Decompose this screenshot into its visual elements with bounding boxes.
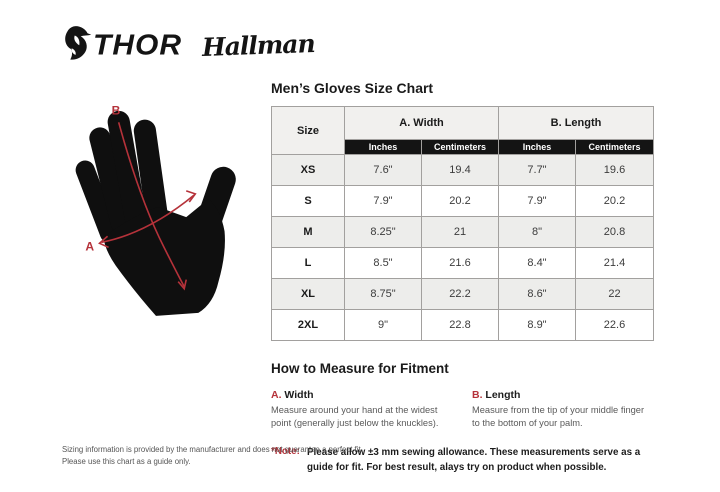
table-row: M 8.25" 21 8" 20.8 bbox=[271, 216, 654, 248]
size-cell: 2XL bbox=[271, 309, 345, 341]
value-cell: 22.6 bbox=[575, 309, 654, 341]
note: *Note: Please allow ±3 mm sewing allowan… bbox=[271, 446, 663, 475]
size-chart-section: Men’s Gloves Size Chart Size A. Width B.… bbox=[271, 80, 663, 475]
size-chart-table: Size A. Width B. Length Inches Centimete… bbox=[271, 106, 654, 341]
value-cell: 8.4" bbox=[498, 247, 576, 279]
measurement-lines bbox=[98, 122, 197, 291]
width-measure-line-a bbox=[101, 194, 195, 244]
size-cell: M bbox=[271, 216, 345, 248]
value-cell: 8.9" bbox=[498, 309, 576, 341]
glove-silhouette-image: B A bbox=[75, 103, 236, 316]
value-cell: 22 bbox=[575, 278, 654, 310]
subcol-length-inches: Inches bbox=[498, 139, 576, 155]
disclaimer-line2: Please use this chart as a guide only. bbox=[62, 457, 191, 467]
value-cell: 22.2 bbox=[421, 278, 499, 310]
table-row: L 8.5" 21.6 8.4" 21.4 bbox=[271, 247, 654, 279]
glove-measurement-diagram: B A bbox=[56, 84, 260, 326]
size-cell: XS bbox=[271, 154, 345, 186]
col-group-width: A. Width bbox=[344, 106, 499, 140]
subcol-width-inches: Inches bbox=[344, 139, 422, 155]
fitment-title: How to Measure for Fitment bbox=[271, 361, 449, 376]
page-title: Men’s Gloves Size Chart bbox=[271, 80, 434, 96]
thor-logo: THOR bbox=[62, 22, 182, 69]
value-cell: 19.4 bbox=[421, 154, 499, 186]
disclaimer: Sizing information is provided by the ma… bbox=[62, 444, 363, 468]
table-row: 2XL 9" 22.8 8.9" 22.6 bbox=[271, 309, 654, 341]
thor-helmet-icon bbox=[62, 22, 92, 69]
size-cell: S bbox=[271, 185, 345, 217]
value-cell: 8.75" bbox=[344, 278, 422, 310]
value-cell: 21.6 bbox=[421, 247, 499, 279]
col-group-length: B. Length bbox=[498, 106, 654, 140]
disclaimer-line1: Sizing information is provided by the ma… bbox=[62, 445, 363, 454]
value-cell: 20.2 bbox=[575, 185, 654, 217]
fitment-columns: A. Width Measure around your hand at the… bbox=[271, 389, 663, 431]
fitment-length-block: B. Length Measure from the tip of your m… bbox=[472, 389, 662, 431]
fitment-length-label: B. Length bbox=[472, 389, 662, 401]
arrowhead-a-left bbox=[98, 235, 109, 249]
fitment-width-letter: A. bbox=[271, 389, 282, 401]
value-cell: 7.6" bbox=[344, 154, 422, 186]
col-header-size: Size bbox=[271, 106, 345, 155]
length-measure-line-b bbox=[117, 122, 185, 288]
subcol-width-cm: Centimeters bbox=[421, 139, 499, 155]
arrowhead-a-right bbox=[185, 190, 197, 203]
label-b: B bbox=[112, 103, 121, 117]
table-row: XL 8.75" 22.2 8.6" 22 bbox=[271, 278, 654, 310]
value-cell: 8.5" bbox=[344, 247, 422, 279]
note-text: Please allow ±3 mm sewing allowance. The… bbox=[307, 446, 641, 473]
table-row: S 7.9" 20.2 7.9" 20.2 bbox=[271, 185, 654, 217]
fitment-length-letter: B. bbox=[472, 389, 483, 401]
thor-wordmark: THOR bbox=[93, 29, 182, 61]
label-a: A bbox=[85, 239, 94, 253]
note-label: *Note: bbox=[271, 445, 300, 457]
value-cell: 20.2 bbox=[421, 185, 499, 217]
value-cell: 21 bbox=[421, 216, 499, 248]
fitment-width-block: A. Width Measure around your hand at the… bbox=[271, 389, 472, 431]
value-cell: 8.6" bbox=[498, 278, 576, 310]
size-cell: XL bbox=[271, 278, 345, 310]
fitment-length-word: Length bbox=[485, 389, 521, 401]
fitment-width-word: Width bbox=[284, 389, 314, 401]
value-cell: 19.6 bbox=[575, 154, 654, 186]
subcol-length-cm: Centimeters bbox=[575, 139, 654, 155]
fitment-width-description: Measure around your hand at the widest p… bbox=[271, 405, 439, 429]
arrowhead-b-bottom bbox=[177, 279, 188, 291]
value-cell: 21.4 bbox=[575, 247, 654, 279]
fitment-width-label: A. Width bbox=[271, 389, 472, 401]
value-cell: 7.7" bbox=[498, 154, 576, 186]
value-cell: 8.25" bbox=[344, 216, 422, 248]
value-cell: 7.9" bbox=[344, 185, 422, 217]
brand-header: THOR Hallman bbox=[62, 22, 315, 69]
table-row: XS 7.6" 19.4 7.7" 19.6 bbox=[271, 154, 654, 186]
fitment-length-description: Measure from the tip of your middle fing… bbox=[472, 405, 645, 429]
value-cell: 22.8 bbox=[421, 309, 499, 341]
size-cell: L bbox=[271, 247, 345, 279]
value-cell: 20.8 bbox=[575, 216, 654, 248]
value-cell: 9" bbox=[344, 309, 422, 341]
value-cell: 8" bbox=[498, 216, 576, 248]
value-cell: 7.9" bbox=[498, 185, 576, 217]
hallman-logo: Hallman bbox=[201, 29, 316, 62]
